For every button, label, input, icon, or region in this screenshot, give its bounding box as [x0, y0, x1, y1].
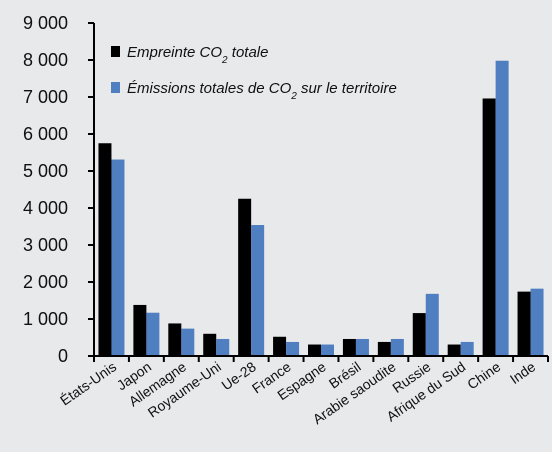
legend-swatch-empreinte — [111, 46, 120, 57]
bar — [425, 293, 439, 356]
bar — [238, 198, 252, 356]
bar — [517, 291, 531, 356]
bar — [146, 312, 160, 356]
legend-label-empreinte: Empreinte CO2 totale — [127, 44, 268, 66]
bar — [355, 338, 369, 356]
bar — [216, 338, 230, 356]
legend-swatch-emissions — [111, 82, 120, 93]
bar — [251, 225, 265, 356]
y-axis: 0 1 000 2 000 3 000 4 000 5 000 6 000 7 000 8 00… — [23, 13, 95, 366]
bar — [390, 338, 404, 356]
y-tick-label: 1 000 — [23, 309, 68, 329]
bar — [447, 344, 461, 356]
bar — [133, 304, 147, 356]
bar — [342, 338, 356, 356]
y-tick-label: 4 000 — [23, 198, 68, 218]
bar — [321, 344, 334, 356]
legend-label-emissions: Émissions totales de CO2 sur le territoi… — [127, 80, 397, 102]
bar — [377, 341, 391, 356]
y-tick-label: 7 000 — [23, 87, 68, 107]
y-tick-label: 3 000 — [23, 235, 68, 255]
bar — [111, 159, 125, 356]
y-tick-label: 8 000 — [23, 50, 68, 70]
y-tick-label: 2 000 — [23, 272, 68, 292]
bar — [98, 143, 112, 356]
y-tick-label: 9 000 — [23, 13, 68, 33]
y-tick-label: 6 000 — [23, 124, 68, 144]
bar — [308, 344, 321, 356]
bar — [412, 313, 426, 356]
bar — [286, 341, 300, 356]
bar — [530, 288, 544, 356]
bar — [203, 333, 217, 356]
legend: Empreinte CO2 totale Émissions totales d… — [111, 44, 397, 102]
x-axis: États-UnisJaponAllemagneRoyaume-UniUe-28… — [57, 355, 549, 427]
y-tick-label: 0 — [58, 346, 68, 366]
x-tick-label: Inde — [507, 358, 539, 387]
bar — [181, 328, 195, 356]
bar — [482, 98, 496, 356]
x-tick-label: Chine — [464, 358, 503, 392]
bars — [98, 60, 544, 357]
bar — [495, 60, 509, 357]
bar — [168, 323, 182, 356]
bar — [460, 341, 474, 356]
bar — [273, 336, 287, 356]
y-tick-label: 5 000 — [23, 161, 68, 181]
